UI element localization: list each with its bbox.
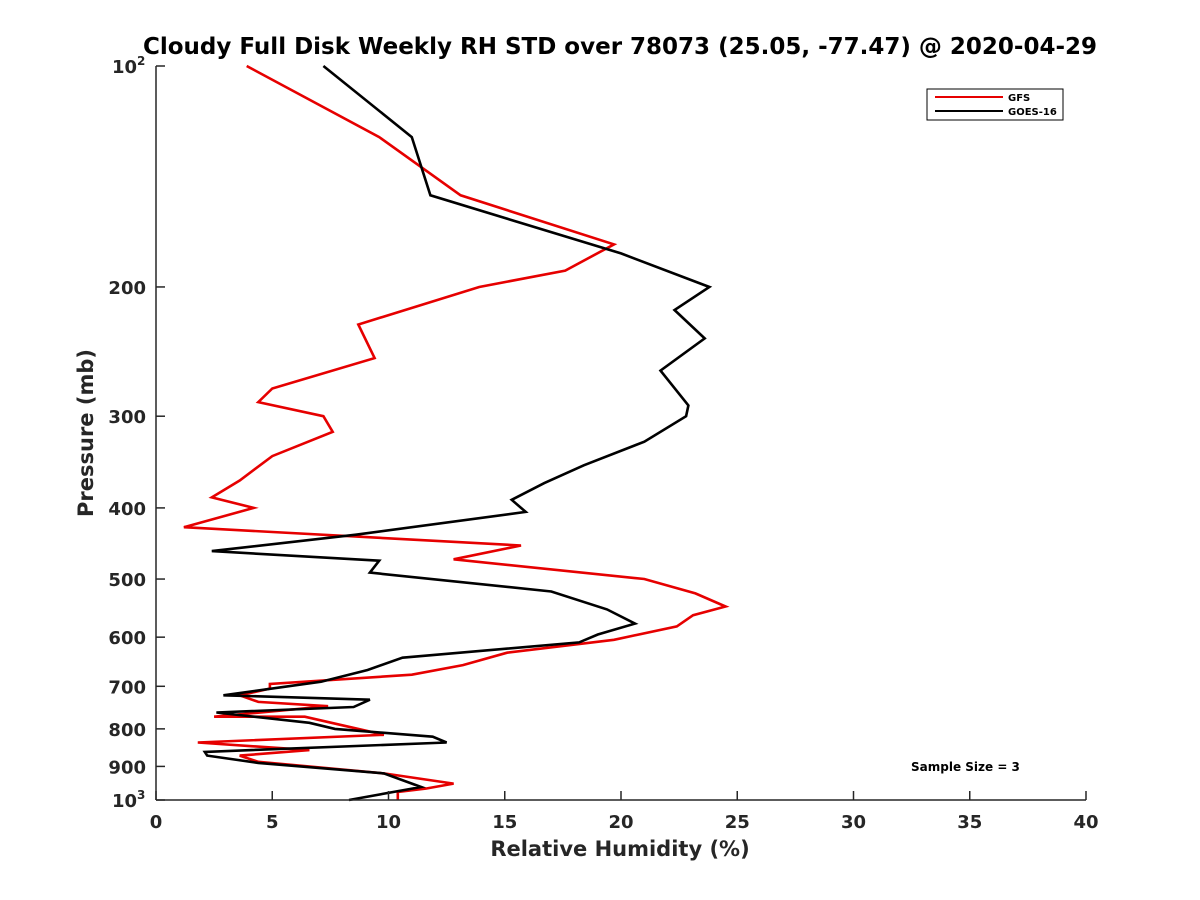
x-tick-label: 25 bbox=[725, 812, 750, 833]
y-tick-label: 900 bbox=[108, 757, 146, 778]
y-tick-label: 10 bbox=[112, 791, 137, 812]
series-line-gfs bbox=[183, 64, 730, 800]
y-tick-label: 600 bbox=[108, 628, 146, 649]
legend-label-gfs: GFS bbox=[1008, 93, 1030, 104]
x-tick-label: 20 bbox=[608, 812, 633, 833]
x-tick-label: 5 bbox=[266, 812, 279, 833]
series-line-goes16 bbox=[202, 64, 713, 802]
y-tick-label: 700 bbox=[108, 677, 146, 698]
x-tick-label: 35 bbox=[957, 812, 982, 833]
x-tick-label: 15 bbox=[492, 812, 517, 833]
plot-area bbox=[156, 66, 1086, 800]
x-tick-label: 0 bbox=[150, 812, 163, 833]
y-tick-label: 300 bbox=[108, 407, 146, 428]
legend-label-goes16: GOES-16 bbox=[1008, 107, 1057, 118]
legend: GFS GOES-16 bbox=[926, 88, 1064, 121]
x-tick-label: 40 bbox=[1073, 812, 1098, 833]
y-tick-label-exponent: 3 bbox=[137, 788, 145, 802]
y-tick-label: 10 bbox=[112, 57, 137, 78]
legend-box bbox=[926, 88, 1064, 121]
series-layer bbox=[183, 64, 730, 802]
y-tick-label: 200 bbox=[108, 278, 146, 299]
y-tick-label: 800 bbox=[108, 720, 146, 741]
y-tick-label-exponent: 2 bbox=[137, 54, 145, 68]
y-tick-label: 400 bbox=[108, 499, 146, 520]
x-ticks: 0 5 10 15 20 25 30 35 40 bbox=[150, 791, 1099, 833]
y-tick-label: 500 bbox=[108, 570, 146, 591]
x-axis-label: Relative Humidity (%) bbox=[490, 837, 749, 861]
y-axis-label: Pressure (mb) bbox=[74, 349, 98, 517]
chart-title: Cloudy Full Disk Weekly RH STD over 7807… bbox=[143, 34, 1097, 60]
x-tick-label: 30 bbox=[841, 812, 866, 833]
x-tick-label: 10 bbox=[376, 812, 401, 833]
sample-size-annotation: Sample Size = 3 bbox=[911, 760, 1020, 774]
